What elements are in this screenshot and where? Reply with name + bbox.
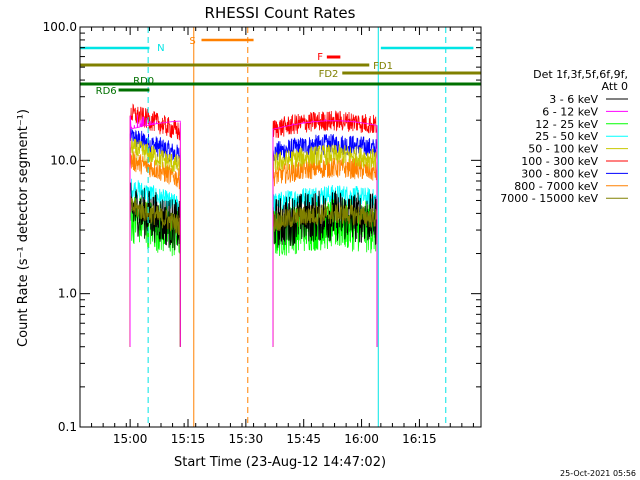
x-tick-label: 16:15 (402, 432, 437, 446)
series-line (129, 103, 181, 347)
annotation-layer: N S F FD1 FD2 RD0 RD6 (80, 27, 481, 427)
y-tick-label: 1.0 (58, 287, 77, 301)
annotation-label-s: S (189, 36, 195, 47)
footer-timestamp: 25-Oct-2021 05:56 (560, 469, 636, 478)
legend-entry-label: 12 - 25 keV (535, 118, 598, 131)
x-tick-label: 15:15 (171, 432, 206, 446)
y-axis-label: Count Rate (s⁻¹ detector segment⁻¹) (16, 109, 31, 347)
legend-entry-label: 300 - 800 keV (521, 167, 598, 180)
series-50-100-kev (129, 138, 378, 347)
annotation-label-rd6: RD6 (96, 86, 117, 97)
legend-entry-label: 25 - 50 keV (535, 130, 598, 143)
x-tick-label: 15:00 (113, 432, 148, 446)
data-layer (129, 103, 378, 347)
series-line (272, 203, 378, 347)
annotation-label-n: N (157, 43, 164, 54)
series-6-12-kev (129, 114, 378, 347)
series-line (129, 126, 181, 347)
series-line (129, 182, 181, 347)
series-line (272, 144, 378, 347)
legend-entry-label: 100 - 300 keV (521, 155, 598, 168)
y-tick-label: 10.0 (50, 153, 77, 167)
series-line (272, 190, 378, 347)
series-line (129, 138, 181, 347)
legend-entry-label: 7000 - 15000 keV (500, 192, 598, 205)
series-line (272, 118, 378, 347)
legend-entry-label: 800 - 7000 keV (514, 180, 598, 193)
legend-entry-label: 3 - 6 keV (549, 93, 598, 106)
annotation-label-fd2: FD2 (319, 69, 339, 80)
legend-entry-label: 50 - 100 keV (528, 143, 598, 156)
series-3-6-kev (129, 182, 378, 347)
x-tick-label: 16:00 (344, 432, 379, 446)
x-tick-label: 15:30 (229, 432, 264, 446)
x-tick-label: 15:45 (286, 432, 321, 446)
annotation-label-fd1: FD1 (373, 61, 393, 72)
y-tick-label: 100.0 (43, 20, 77, 34)
legend-title-line-2: Att 0 (602, 80, 628, 93)
y-tick-label: 0.1 (58, 420, 77, 434)
series-7000-15000-kev (129, 196, 378, 347)
annotation-label-rd0: RD0 (133, 76, 154, 87)
legend-title-line-1: Det 1f,3f,5f,6f,9f, (533, 68, 628, 81)
series-line (129, 114, 181, 347)
annotation-label-f: F (317, 52, 323, 63)
x-axis-label: Start Time (23-Aug-12 14:47:02) (174, 455, 386, 470)
series-100-300-kev (129, 103, 378, 347)
plot-frame (79, 26, 482, 428)
chart-title: RHESSI Count Rates (205, 4, 356, 22)
series-300-800-kev (129, 126, 378, 347)
legend-entry-label: 6 - 12 keV (542, 105, 598, 118)
series-line (272, 133, 378, 347)
series-line (272, 110, 378, 347)
axis-layer: 0.1 1.0 10.0 100.0 15:00 15:15 15:30 15:45 16:00… (43, 20, 481, 446)
series-line (129, 196, 181, 347)
